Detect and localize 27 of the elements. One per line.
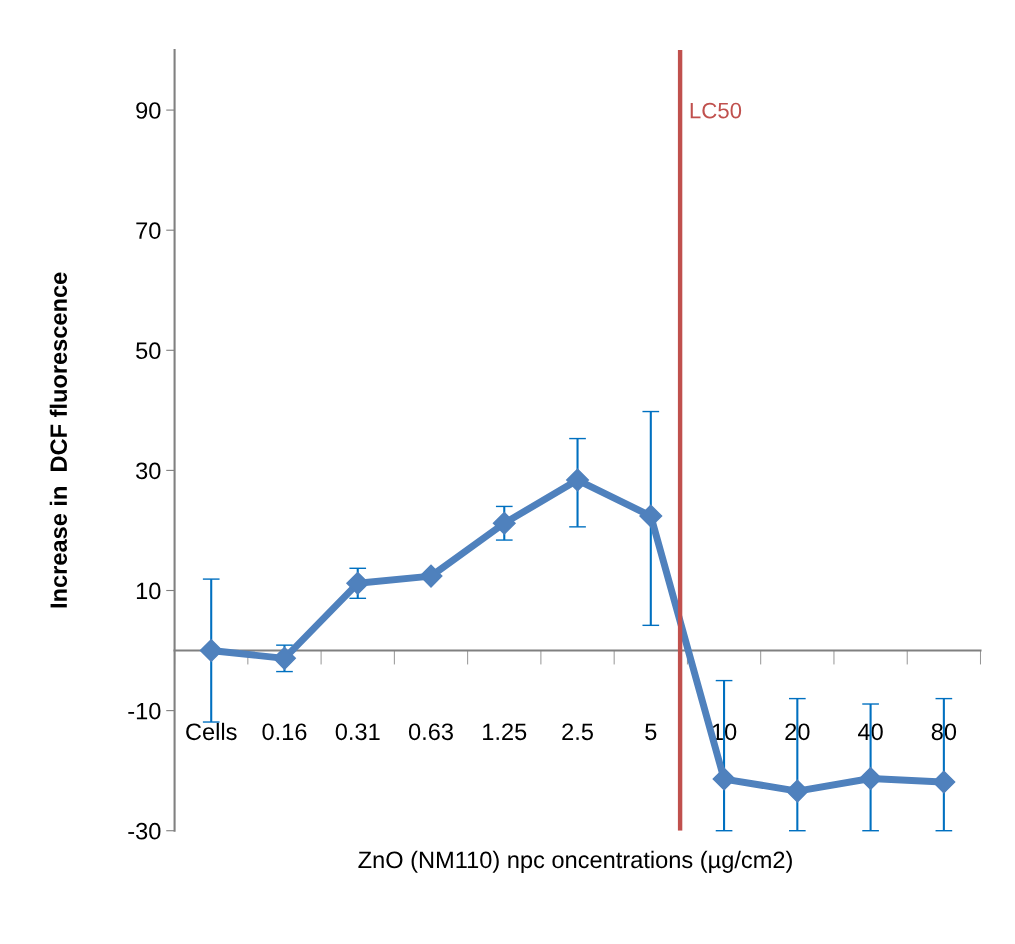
point bbox=[639, 504, 663, 528]
point bbox=[492, 511, 516, 535]
y-tick-label: 30 bbox=[136, 462, 161, 480]
y-tick-label: 50 bbox=[136, 342, 161, 360]
annotation: LC50 bbox=[690, 102, 742, 119]
y-tick-label: 70 bbox=[136, 222, 161, 239]
point bbox=[859, 766, 883, 790]
point bbox=[712, 767, 736, 791]
point bbox=[419, 564, 443, 588]
y-axis-title: Increase in DCF fluorescence bbox=[49, 272, 68, 608]
point bbox=[346, 571, 370, 595]
x-tick-label: 0.63 bbox=[408, 723, 453, 741]
y-tick-label: 10 bbox=[136, 582, 161, 600]
y-tick-label: -30 bbox=[128, 822, 161, 840]
point bbox=[785, 779, 809, 803]
x-tick-label: 5 bbox=[645, 723, 657, 741]
point bbox=[566, 468, 590, 492]
x-axis-title: ZnO (NM110) npc oncentrations (µg/cm2) bbox=[358, 850, 792, 873]
x-tick-label: 0.31 bbox=[335, 723, 380, 741]
point bbox=[932, 770, 956, 794]
y-tick-label: 90 bbox=[136, 102, 161, 119]
y-tick-label: -10 bbox=[128, 702, 161, 720]
x-tick-label: Cells bbox=[186, 722, 237, 741]
point bbox=[199, 639, 223, 663]
x-tick-label: 2.5 bbox=[562, 723, 593, 741]
x-tick-label: 1.25 bbox=[483, 723, 527, 741]
x-tick-label: 0.16 bbox=[262, 723, 307, 741]
